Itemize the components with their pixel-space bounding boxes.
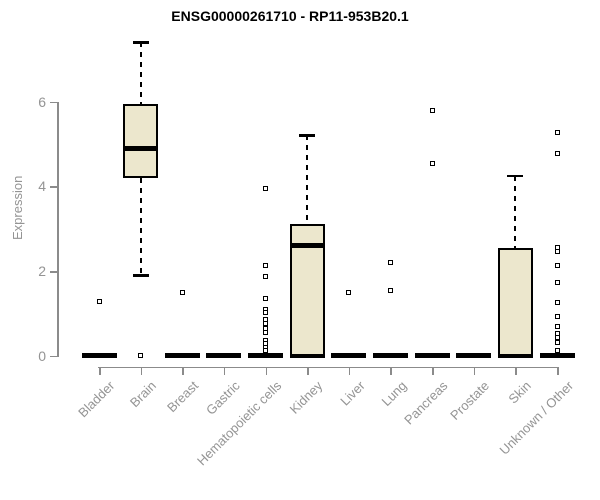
chart-title: ENSG00000261710 - RP11-953B20.1 [171, 8, 409, 24]
x-tick-label: Pancreas [401, 378, 451, 428]
zero-bar [248, 353, 284, 359]
outlier-point [429, 160, 435, 166]
x-tick [473, 366, 476, 375]
upper-whisker [514, 175, 517, 248]
outlier-point [263, 262, 269, 268]
lower-whisker-cap [132, 274, 149, 277]
outlier-point [387, 287, 393, 293]
outlier-point [263, 348, 269, 354]
zero-bar [206, 353, 242, 359]
x-tick-label: Bladder [75, 378, 118, 421]
y-tick [50, 101, 58, 104]
x-tick [432, 366, 434, 375]
outlier-point [554, 314, 560, 320]
outlier-point [346, 289, 352, 295]
x-axis-line [98, 366, 558, 368]
y-tick-label: 4 [38, 178, 46, 195]
median-line [123, 145, 159, 151]
x-tick-label: Unknown / Other [496, 378, 576, 458]
upper-whisker-cap [299, 134, 316, 137]
x-tick-label: Brain [127, 378, 160, 411]
x-tick [265, 366, 268, 375]
zero-bar [81, 353, 117, 359]
x-tick [557, 366, 559, 375]
y-tick [50, 355, 58, 358]
x-tick-label: Skin [505, 378, 535, 407]
upper-whisker [306, 135, 309, 225]
outlier-point [429, 107, 435, 113]
outlier-point [263, 295, 269, 301]
upper-whisker-cap [132, 41, 149, 44]
outlier-point [554, 150, 560, 156]
outlier-point [554, 330, 560, 336]
y-axis-line [57, 101, 59, 358]
x-tick-label: Lung [378, 378, 410, 410]
x-tick [223, 366, 226, 375]
outlier-point [554, 324, 560, 330]
y-tick-label: 6 [38, 93, 46, 110]
x-tick [515, 366, 517, 375]
x-tick [99, 366, 101, 375]
y-tick [50, 186, 58, 188]
x-tick [307, 366, 309, 375]
zero-bar [456, 353, 492, 359]
zero-bar [497, 353, 533, 359]
lower-whisker [139, 177, 142, 276]
x-tick-label: Kidney [287, 378, 326, 417]
zero-bar [331, 353, 367, 359]
x-tick-label: Liver [336, 378, 368, 409]
outlier-point [263, 185, 269, 191]
median-line [289, 243, 325, 249]
y-tick-label: 0 [38, 347, 46, 364]
outlier-point [263, 310, 269, 315]
outlier-point [554, 335, 560, 341]
x-tick [390, 366, 392, 375]
x-tick [348, 366, 351, 375]
x-tick-label: Prostate [447, 378, 493, 423]
outlier-point [554, 299, 560, 305]
y-tick [50, 271, 58, 273]
outlier-point [554, 262, 560, 268]
outlier-point [554, 279, 560, 285]
zero-bar [414, 353, 450, 359]
upper-whisker [139, 42, 142, 104]
box [123, 103, 159, 178]
outlier-point [263, 274, 269, 279]
x-tick [182, 366, 184, 375]
outlier-point [179, 289, 185, 295]
outlier-point [554, 130, 560, 135]
outlier-point [138, 353, 144, 359]
zero-bar [289, 353, 325, 359]
x-tick [140, 366, 143, 375]
outlier-point [96, 299, 102, 305]
box [497, 247, 533, 356]
x-tick-label: Gastric [202, 378, 243, 418]
outlier-point [554, 347, 560, 353]
outlier-point [554, 249, 560, 255]
upper-whisker-cap [507, 174, 524, 178]
y-tick-label: 2 [38, 263, 46, 279]
outlier-point [387, 260, 393, 266]
outlier-point [263, 321, 269, 326]
outlier-point [263, 329, 269, 335]
x-tick-label: Breast [163, 378, 201, 416]
zero-bar [164, 353, 200, 359]
zero-bar [539, 353, 575, 359]
outlier-point [554, 340, 560, 346]
zero-bar [372, 353, 408, 359]
